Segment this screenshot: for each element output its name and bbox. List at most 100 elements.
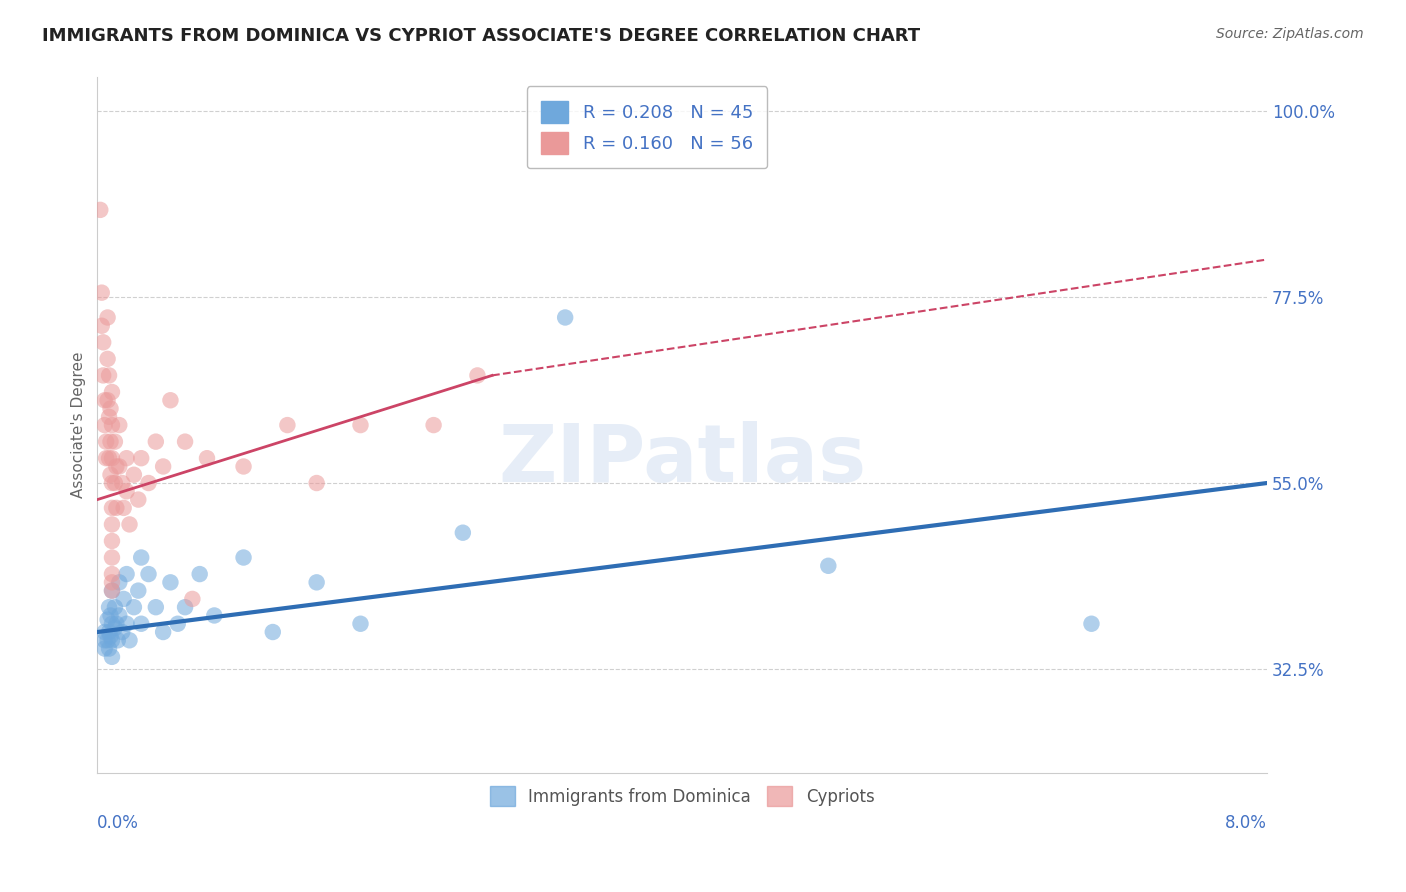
Point [91, 335, 114, 350]
Point [174, 600, 197, 615]
Text: IMMIGRANTS FROM DOMINICA VS CYPRIOT ASSOCIATE'S DEGREE CORRELATION CHART: IMMIGRANTS FROM DOMINICA VS CYPRIOT ASSO… [42, 27, 921, 45]
Point [104, 434, 127, 449]
Point [166, 616, 188, 631]
Text: 0.0%: 0.0% [97, 814, 139, 832]
Point [94, 451, 117, 466]
Text: 8.0%: 8.0% [1225, 814, 1267, 832]
Point [232, 550, 254, 565]
Point [105, 616, 128, 631]
Point [138, 476, 160, 491]
Point [159, 393, 181, 408]
Point [104, 621, 127, 635]
Point [181, 591, 204, 606]
Point [111, 476, 134, 491]
Point [101, 533, 124, 548]
Point [101, 550, 124, 565]
Point [104, 476, 127, 491]
Point [159, 575, 181, 590]
Point [94, 434, 117, 449]
Point [97, 351, 120, 366]
Point [98, 600, 121, 615]
Point [118, 633, 141, 648]
Point [305, 575, 328, 590]
Point [122, 600, 145, 615]
Point [262, 625, 284, 640]
Point [1080, 616, 1102, 631]
Point [104, 600, 127, 615]
Point [817, 558, 839, 573]
Point [129, 616, 152, 631]
Point [105, 459, 128, 474]
Point [115, 451, 138, 466]
Point [100, 434, 122, 449]
Text: Source: ZipAtlas.com: Source: ZipAtlas.com [1216, 27, 1364, 41]
Point [93, 633, 115, 648]
Point [100, 467, 122, 482]
Point [122, 467, 145, 482]
Point [90, 318, 112, 333]
Point [107, 633, 129, 648]
Point [152, 459, 174, 474]
Point [93, 393, 115, 408]
Point [115, 567, 138, 582]
Point [138, 567, 160, 582]
Legend: Immigrants from Dominica, Cypriots: Immigrants from Dominica, Cypriots [484, 780, 882, 814]
Point [127, 583, 149, 598]
Point [305, 476, 328, 491]
Point [111, 625, 134, 640]
Point [97, 633, 120, 648]
Point [451, 525, 474, 540]
Point [202, 608, 225, 623]
Point [276, 418, 298, 433]
Point [554, 310, 576, 325]
Point [101, 583, 124, 598]
Point [98, 641, 121, 656]
Point [195, 451, 218, 466]
Point [98, 409, 121, 424]
Point [101, 418, 124, 433]
Point [129, 451, 152, 466]
Y-axis label: Associate's Degree: Associate's Degree [72, 351, 86, 499]
Point [101, 633, 124, 648]
Point [101, 476, 124, 491]
Point [232, 459, 254, 474]
Point [145, 600, 167, 615]
Point [97, 613, 120, 627]
Point [100, 401, 122, 416]
Point [188, 567, 211, 582]
Point [101, 451, 124, 466]
Point [97, 310, 120, 325]
Point [129, 550, 152, 565]
Point [422, 418, 444, 433]
Point [101, 649, 124, 664]
Point [100, 608, 122, 623]
Point [90, 285, 112, 300]
Point [349, 418, 371, 433]
Point [91, 368, 114, 383]
Point [115, 616, 138, 631]
Point [100, 629, 122, 643]
Point [101, 567, 124, 582]
Point [112, 500, 135, 515]
Point [101, 500, 124, 515]
Point [467, 368, 489, 383]
Point [89, 202, 111, 217]
Point [101, 384, 124, 399]
Point [127, 492, 149, 507]
Point [152, 625, 174, 640]
Point [98, 625, 121, 640]
Point [101, 583, 124, 598]
Point [108, 575, 131, 590]
Point [101, 517, 124, 532]
Point [108, 418, 131, 433]
Point [115, 484, 138, 499]
Point [174, 434, 197, 449]
Point [101, 575, 124, 590]
Point [93, 641, 115, 656]
Point [98, 368, 121, 383]
Text: ZIPatlas: ZIPatlas [498, 421, 866, 499]
Point [101, 616, 124, 631]
Point [97, 393, 120, 408]
Point [98, 451, 121, 466]
Point [105, 500, 128, 515]
